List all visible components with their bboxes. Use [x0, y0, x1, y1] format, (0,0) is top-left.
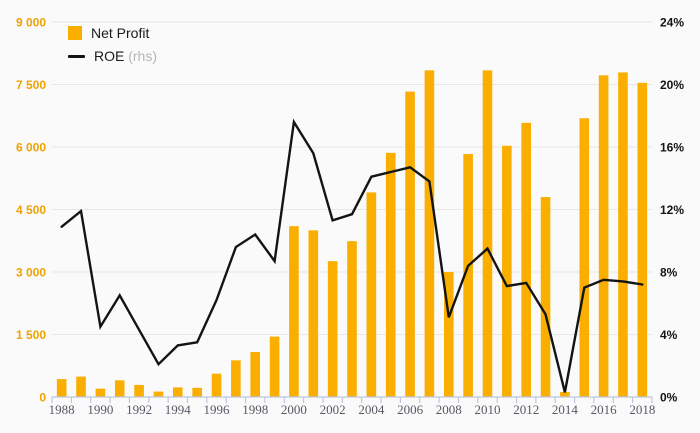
bar-1996 — [211, 373, 222, 397]
bar-2004 — [366, 192, 377, 397]
x-tick-label: 2004 — [358, 402, 385, 417]
left-axis-label: 9 000 — [16, 16, 46, 30]
x-tick-label: 2016 — [591, 402, 618, 417]
x-tick-label: 2006 — [397, 402, 424, 417]
bar-2013 — [540, 197, 551, 397]
left-axis-label: 3 000 — [16, 266, 46, 280]
x-tick-label: 2010 — [474, 402, 500, 417]
bar-1994 — [173, 387, 183, 397]
bar-1997 — [231, 360, 241, 397]
bar-2002 — [327, 261, 338, 397]
bar-2018 — [637, 82, 648, 397]
bar-1990 — [95, 388, 106, 397]
right-axis-label: 16% — [660, 141, 684, 155]
x-tick-label: 2002 — [320, 402, 346, 417]
legend: Net Profit ROE (rhs) — [68, 25, 157, 64]
right-axis-label: 12% — [660, 203, 684, 217]
left-axis-label: 0 — [39, 391, 46, 405]
left-axis-label: 4 500 — [16, 203, 46, 217]
bar-2006 — [405, 91, 415, 397]
x-tick-label: 2018 — [629, 402, 655, 417]
bar-2014 — [560, 392, 570, 397]
left-axis-label: 1 500 — [16, 328, 46, 342]
legend-item-net-profit: Net Profit — [68, 25, 157, 41]
bar-2015 — [579, 118, 590, 397]
bar-2010 — [482, 70, 493, 397]
right-axis-label: 4% — [660, 328, 678, 342]
bar-2001 — [308, 230, 319, 397]
bar-1995 — [192, 387, 202, 397]
right-axis-label: 0% — [660, 391, 678, 405]
right-axis-label: 8% — [660, 266, 678, 280]
legend-item-roe: ROE (rhs) — [68, 48, 157, 64]
x-tick-label: 1994 — [165, 402, 192, 417]
bar-2011 — [502, 145, 512, 397]
x-tick-label: 1992 — [126, 402, 152, 417]
bar-1989 — [76, 376, 86, 397]
bar-1998 — [250, 352, 261, 397]
roe-line-swatch-icon — [68, 54, 85, 58]
legend-label-roe-suffix: (rhs) — [128, 48, 158, 64]
bar-1993 — [153, 391, 164, 397]
right-axis-label: 20% — [660, 78, 684, 92]
bar-2009 — [463, 154, 473, 397]
bar-2005 — [385, 152, 396, 397]
roe-line — [60, 118, 644, 393]
bar-2007 — [424, 70, 435, 397]
bar-2017 — [618, 72, 628, 398]
x-tick-label: 2012 — [513, 402, 539, 417]
bar-2016 — [598, 75, 609, 397]
x-tick-label: 1996 — [204, 402, 231, 417]
bar-2003 — [347, 241, 357, 397]
bar-1988 — [56, 379, 67, 397]
bar-2012 — [521, 122, 531, 397]
bar-2008 — [443, 272, 454, 397]
bar-1992 — [134, 384, 144, 397]
bar-1991 — [114, 380, 125, 397]
left-axis-label: 7 500 — [16, 78, 46, 92]
x-tick-label: 2000 — [281, 402, 307, 417]
x-tick-label: 1990 — [87, 402, 113, 417]
x-tick-label: 1998 — [242, 402, 268, 417]
x-tick-label: 1988 — [49, 402, 75, 417]
bar-2000 — [289, 226, 299, 397]
legend-label-net-profit: Net Profit — [91, 25, 150, 41]
x-tick-label: 2014 — [552, 402, 579, 417]
x-tick-label: 2008 — [436, 402, 462, 417]
left-axis-label: 6 000 — [16, 141, 46, 155]
right-axis-label: 24% — [660, 16, 684, 30]
bar-1999 — [269, 336, 280, 397]
legend-label-roe: ROE (rhs) — [94, 48, 158, 64]
net-profit-swatch-icon — [68, 26, 82, 40]
